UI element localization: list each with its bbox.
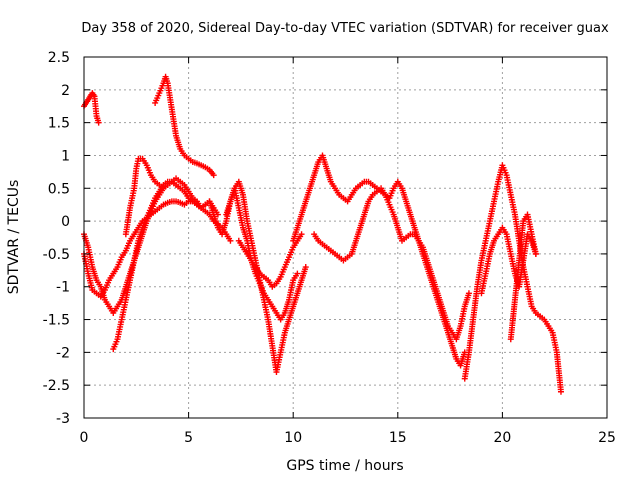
y-tick-label: -1.5 (43, 313, 70, 329)
y-axis-label: SDTVAR / TECUs (6, 180, 22, 295)
data-point (214, 211, 221, 218)
x-tick-label: 20 (493, 430, 511, 446)
grid (84, 57, 607, 418)
x-tick-label: 5 (184, 430, 193, 446)
x-tick-label: 15 (389, 430, 407, 446)
y-tick-label: -1 (56, 280, 70, 296)
x-tick-label: 10 (284, 430, 302, 446)
y-tick-label: 1.5 (48, 116, 70, 132)
chart-title: Day 358 of 2020, Sidereal Day-to-day VTE… (81, 21, 609, 36)
data-series (81, 73, 564, 395)
plot-frame (83, 56, 608, 419)
y-tick-label: -2 (56, 345, 70, 361)
x-axis-label: GPS time / hours (286, 458, 403, 474)
data-point (532, 250, 539, 257)
data-point (294, 270, 301, 277)
y-tick-label: 0.5 (48, 181, 70, 197)
y-tick-label: 1 (61, 148, 70, 164)
data-point (160, 185, 167, 192)
data-point (465, 290, 472, 297)
data-point (298, 231, 305, 238)
x-tick-label: 0 (80, 430, 89, 446)
y-tick-label: -2.5 (43, 378, 70, 394)
data-point (302, 264, 309, 271)
y-tick-label: -3 (56, 411, 70, 427)
y-tick-label: 0 (61, 214, 70, 230)
y-tick-label: 2.5 (48, 50, 70, 66)
data-point (95, 119, 102, 126)
data-point (210, 172, 217, 179)
x-tick-label: 25 (598, 430, 616, 446)
data-point (557, 388, 564, 395)
axis-ticks: 0 5 10 15 20 25 -3 -2.5 -2 -1.5 -1 -0.5 0 0.5 1 1.5 2 2.5 (43, 50, 616, 446)
y-tick-label: -0.5 (43, 247, 70, 263)
data-point (227, 237, 234, 244)
y-tick-label: 2 (61, 83, 70, 99)
